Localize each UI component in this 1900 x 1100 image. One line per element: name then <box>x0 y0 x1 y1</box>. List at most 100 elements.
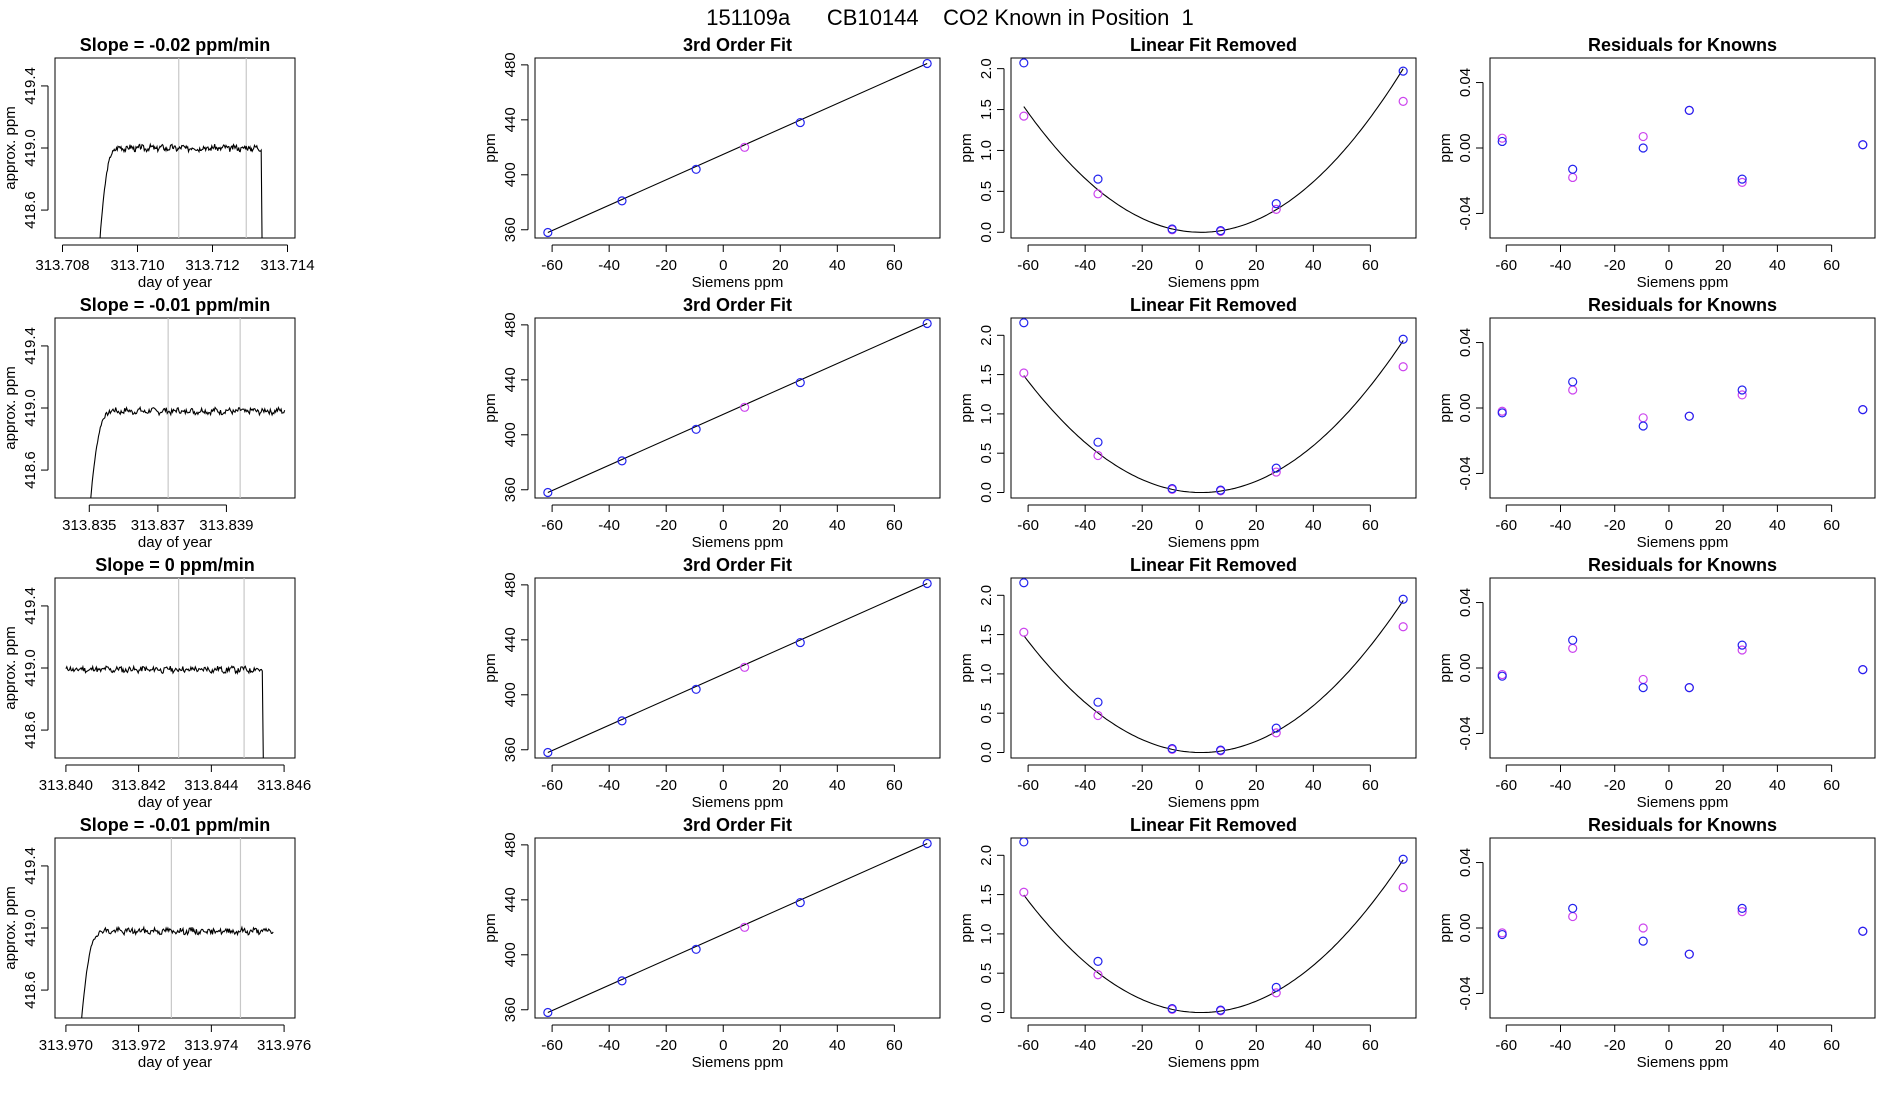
x-tick-label: -40 <box>1074 257 1096 274</box>
residual-point-series-b <box>1737 907 1747 917</box>
y-tick-label: 418.6 <box>22 451 39 489</box>
y-tick-label: 400 <box>502 422 519 447</box>
x-tick-label: 313.976 <box>257 1037 311 1054</box>
x-tick-label: 60 <box>886 1037 903 1054</box>
x-tick-label: 60 <box>1823 257 1840 274</box>
panel-title: 3rd Order Fit <box>683 295 792 315</box>
data-point <box>922 58 932 69</box>
x-tick-label: 313.970 <box>39 1037 93 1054</box>
y-tick-label: 419.0 <box>22 389 39 427</box>
fit-line <box>547 582 928 754</box>
plot-area <box>1497 105 1868 187</box>
ppm-trace <box>65 664 264 758</box>
y-tick-label: 2.0 <box>978 58 995 79</box>
y-tick-label: 1.5 <box>978 99 995 120</box>
data-point-series-b <box>1093 450 1103 461</box>
x-axis-label: Siemens ppm <box>1168 274 1260 291</box>
y-tick-label: 480 <box>502 572 519 597</box>
data-point-series-a <box>1093 437 1103 447</box>
x-tick-label: 20 <box>1248 517 1265 534</box>
plot-area <box>90 318 286 498</box>
x-tick-label: -20 <box>1131 1037 1153 1054</box>
plot-area <box>1497 635 1868 693</box>
y-tick-label: 0.5 <box>978 181 995 202</box>
panel-resid-4: Residuals for Knowns -60 -40 -20 0 20 40 60 Siem… <box>1437 815 1876 1071</box>
x-tick-label: -40 <box>1074 1037 1096 1054</box>
data-point-series-a <box>1216 1005 1226 1015</box>
data-point-series-a <box>1093 174 1103 184</box>
x-tick-label: -60 <box>1017 517 1039 534</box>
data-point <box>922 578 932 589</box>
panel-title: Residuals for Knowns <box>1588 295 1777 315</box>
residual-point-series-a <box>1684 411 1694 421</box>
panel-title: 3rd Order Fit <box>683 815 792 835</box>
residual-point-series-b <box>1638 413 1648 423</box>
x-axis-label: Siemens ppm <box>692 794 784 811</box>
residual-point-series-a <box>1568 377 1578 387</box>
y-axis-label: ppm <box>482 133 499 162</box>
x-tick-label: 60 <box>1362 257 1379 274</box>
x-tick-label: 313.708 <box>35 257 89 274</box>
x-tick-label: -40 <box>598 257 620 274</box>
y-tick-label: 360 <box>502 997 519 1022</box>
panel-title: Slope = -0.02 ppm/min <box>80 35 271 55</box>
y-axis-label: approx. ppm <box>2 626 19 709</box>
data-point-series-b <box>1398 96 1408 106</box>
data-point-series-b <box>1093 710 1103 721</box>
panel-title: 3rd Order Fit <box>683 555 792 575</box>
y-tick-label: 419.4 <box>22 587 39 625</box>
y-tick-label: 418.6 <box>22 191 39 229</box>
panel-fit-4: 3rd Order Fit -60 -40 -20 0 20 40 60 Siemens ppm… <box>482 815 941 1071</box>
panel-resid-2: Residuals for Knowns -60 -40 -20 0 20 40 60 Siem… <box>1437 295 1876 551</box>
data-point-series-a <box>1167 1003 1177 1014</box>
x-tick-label: 0 <box>1195 517 1203 534</box>
data-point-series-a <box>1019 318 1029 328</box>
y-tick-label: -0.04 <box>1457 976 1474 1010</box>
x-tick-label: 60 <box>886 777 903 794</box>
residual-point-series-a <box>1737 174 1747 184</box>
plot-frame <box>534 837 941 1019</box>
panel-resid-1: Residuals for Knowns -60 -40 -20 0 20 40 60 Siem… <box>1437 35 1876 291</box>
x-tick-label: -20 <box>655 517 677 534</box>
data-point <box>617 976 627 986</box>
data-point <box>691 944 701 954</box>
data-point <box>740 402 750 412</box>
y-tick-label: 0.0 <box>978 482 995 503</box>
panel-linear-4: Linear Fit Removed -60 -40 -20 0 20 40 60 Siemen… <box>958 815 1417 1071</box>
x-tick-label: 0 <box>719 517 727 534</box>
residual-point-series-a <box>1638 683 1648 693</box>
x-tick-label: 40 <box>1305 777 1322 794</box>
x-tick-label: -20 <box>1604 257 1626 274</box>
x-axis-label: day of year <box>138 794 212 811</box>
x-tick-label: 20 <box>1715 777 1732 794</box>
y-tick-label: 0.0 <box>978 742 995 763</box>
x-tick-label: -40 <box>1074 517 1096 534</box>
residual-point-series-b <box>1568 911 1578 922</box>
plot-frame <box>534 57 941 239</box>
y-tick-label: 0.00 <box>1457 653 1474 682</box>
y-tick-label: 360 <box>502 217 519 242</box>
residual-point-series-a <box>1497 408 1507 418</box>
residual-point-series-a <box>1638 936 1648 946</box>
y-tick-label: 440 <box>502 627 519 652</box>
x-tick-label: -40 <box>598 777 620 794</box>
data-point-series-a <box>1093 956 1103 967</box>
x-tick-label: 313.846 <box>257 777 311 794</box>
y-tick-label: 418.6 <box>22 711 39 749</box>
y-tick-label: 0.5 <box>978 703 995 724</box>
residual-point-series-b <box>1737 645 1747 655</box>
y-tick-label: 1.5 <box>978 364 995 385</box>
x-tick-label: 40 <box>829 257 846 274</box>
y-tick-label: 1.0 <box>978 663 995 684</box>
data-point-series-b <box>1271 467 1281 477</box>
data-point-series-b <box>1019 887 1029 897</box>
x-tick-label: -20 <box>1131 257 1153 274</box>
residual-point-series-a <box>1497 136 1507 147</box>
x-tick-label: -60 <box>1017 777 1039 794</box>
panel-title: Linear Fit Removed <box>1130 295 1297 315</box>
residual-point-series-a <box>1497 671 1507 681</box>
x-tick-label: -40 <box>598 517 620 534</box>
x-tick-label: -60 <box>1495 257 1517 274</box>
x-tick-label: -20 <box>1131 517 1153 534</box>
plot-area <box>543 838 932 1018</box>
